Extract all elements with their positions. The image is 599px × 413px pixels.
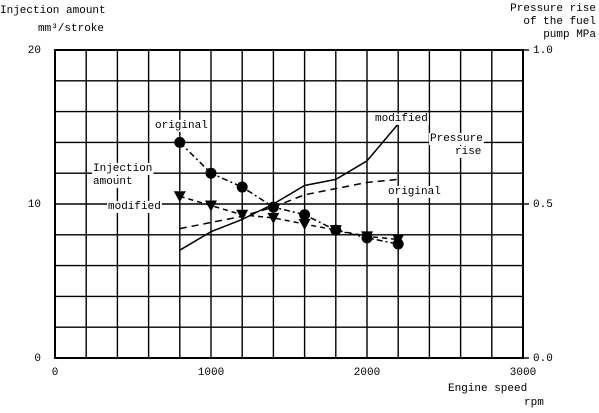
y2-axis-label: of the fuel: [523, 16, 596, 28]
data-point: [236, 209, 249, 221]
x-tick-label: 2000: [354, 367, 380, 379]
data-line: [179, 178, 399, 230]
annotation-bg: [387, 185, 442, 198]
y2-axis-label: Pressure rise: [510, 3, 596, 15]
x-tick-label: 3000: [510, 367, 536, 379]
data-point: [298, 219, 311, 231]
x-axis-label: rpm: [524, 397, 544, 409]
annotation-bg: [454, 145, 483, 158]
data-point: [267, 212, 280, 224]
annotation: Pressure: [430, 133, 483, 145]
data-point: [173, 191, 186, 203]
data-point: [174, 136, 186, 148]
annotation: original: [155, 120, 208, 132]
plot-frame: [54, 49, 524, 359]
annotation-bg: [107, 200, 162, 213]
data-point: [205, 200, 217, 212]
annotation: Injection: [93, 163, 152, 175]
y2-axis-label: pump MPa: [543, 29, 596, 41]
annotation: modified: [108, 201, 161, 213]
annotation-bg: [429, 132, 484, 145]
data-point: [329, 225, 342, 237]
y2-tick-label: 0.5: [533, 199, 553, 211]
y2-tick-label: 0.0: [533, 353, 553, 365]
data-point: [236, 181, 248, 193]
annotation-bg: [92, 175, 134, 188]
y-tick-label: 0: [34, 353, 41, 365]
data-point: [361, 231, 373, 243]
x-tick-label: 1000: [198, 367, 224, 379]
annotation: modified: [375, 113, 428, 125]
data-line: [179, 141, 399, 245]
y-axis-label: Injection amount: [0, 5, 106, 17]
y-tick-label: 20: [28, 45, 41, 57]
data-line: [179, 123, 399, 251]
x-axis-label: Engine speed: [448, 383, 527, 395]
annotation: rise: [455, 146, 481, 158]
data-point: [299, 209, 311, 221]
annotation-bg: [374, 112, 429, 125]
annotation: original: [388, 186, 441, 198]
annotation-bg: [154, 119, 209, 132]
data-point: [392, 234, 405, 246]
annotation: amount: [93, 176, 133, 188]
annotation-bg: [92, 162, 154, 175]
data-line: [179, 195, 399, 241]
data-point: [205, 167, 217, 179]
y-tick-label: 10: [28, 199, 41, 211]
y-axis-label: mm³/stroke: [38, 23, 104, 35]
y2-tick-label: 1.0: [533, 45, 553, 57]
x-tick-label: 0: [52, 367, 59, 379]
